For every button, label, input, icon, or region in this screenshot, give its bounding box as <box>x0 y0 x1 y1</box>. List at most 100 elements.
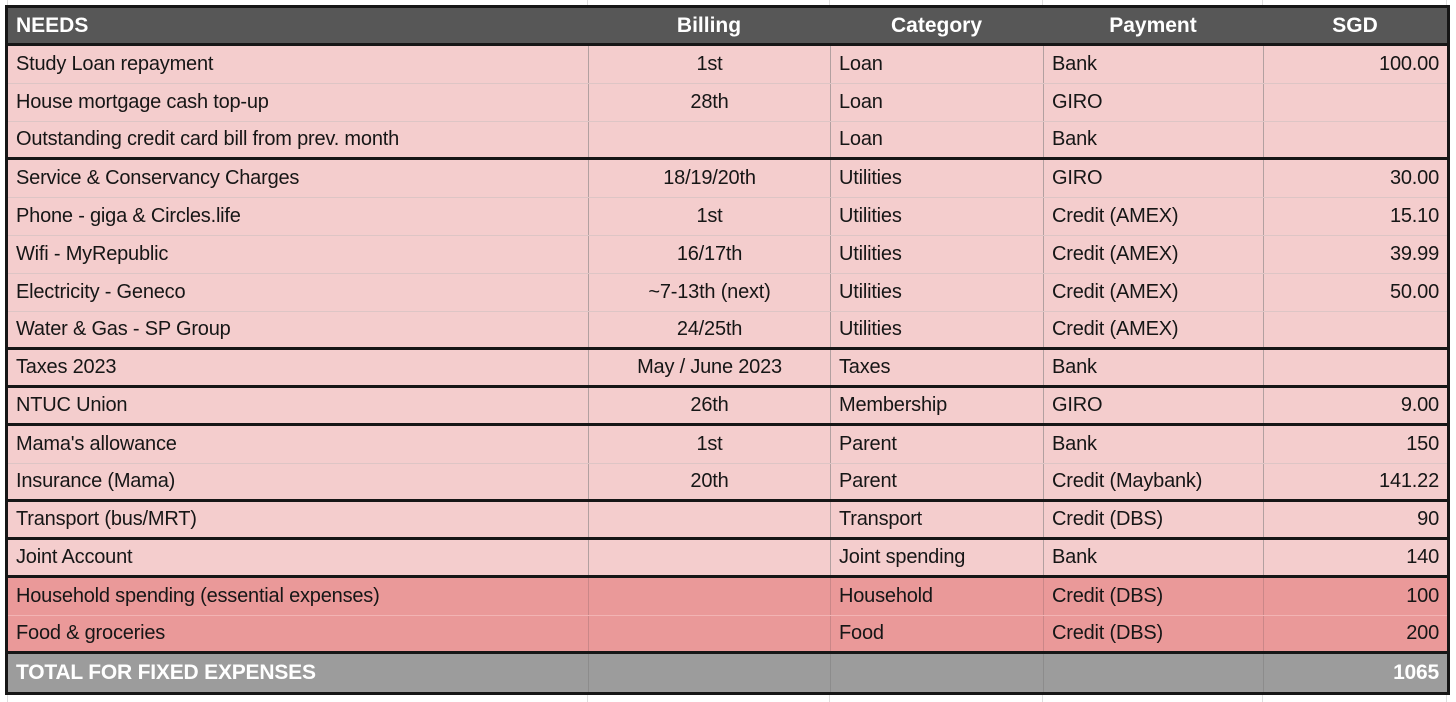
cell-sgd[interactable] <box>1263 84 1447 121</box>
cell-needs[interactable]: House mortgage cash top-up <box>16 91 269 113</box>
cell-payment[interactable]: Bank <box>1043 350 1263 385</box>
cell-payment[interactable]: GIRO <box>1043 84 1263 121</box>
cell-payment[interactable]: Credit (Maybank) <box>1043 464 1263 499</box>
cell-needs[interactable]: Transport (bus/MRT) <box>16 508 197 530</box>
cell-category[interactable]: Taxes <box>830 350 1043 385</box>
cell-category[interactable]: Food <box>830 616 1043 651</box>
header-cell-billing[interactable]: Billing <box>676 13 742 37</box>
cell-category[interactable]: Loan <box>830 84 1043 121</box>
table-row: NTUC Union 26th Membership GIRO 9.00 <box>8 388 1447 426</box>
cell-billing[interactable] <box>588 616 830 651</box>
cell-billing[interactable]: 20th <box>588 464 830 499</box>
cell-payment[interactable]: Credit (AMEX) <box>1043 198 1263 235</box>
cell-billing[interactable]: 26th <box>588 388 830 423</box>
cell-payment[interactable]: Credit (DBS) <box>1043 616 1263 651</box>
cell-billing[interactable]: 1st <box>588 46 830 83</box>
cell-needs[interactable]: Electricity - Geneco <box>16 281 186 303</box>
table-row: Transport (bus/MRT) Transport Credit (DBS)… <box>8 502 1447 540</box>
cell-category[interactable]: Loan <box>830 46 1043 83</box>
cell-category[interactable]: Membership <box>830 388 1043 423</box>
cell-sgd[interactable]: 39.99 <box>1263 236 1447 273</box>
cell-billing[interactable]: May / June 2023 <box>588 350 830 385</box>
cell-needs[interactable]: Wifi - MyRepublic <box>16 243 169 265</box>
cell-needs[interactable]: Taxes 2023 <box>16 356 117 378</box>
header-row: NEEDS Billing Category Payment SGD <box>8 8 1447 46</box>
cell-sgd[interactable] <box>1263 122 1447 157</box>
cell-category[interactable]: Utilities <box>830 236 1043 273</box>
cell-sgd[interactable]: 100 <box>1263 578 1447 615</box>
cell-sgd[interactable]: 200 <box>1263 616 1447 651</box>
cell-needs[interactable]: Food & groceries <box>16 622 166 644</box>
cell-billing[interactable]: 1st <box>588 426 830 463</box>
cell-sgd[interactable]: 30.00 <box>1263 160 1447 197</box>
header-cell-category[interactable]: Category <box>890 13 983 37</box>
cell-needs[interactable]: Study Loan repayment <box>16 53 214 75</box>
cell-billing[interactable]: 1st <box>588 198 830 235</box>
cell-needs[interactable]: Phone - giga & Circles.life <box>16 205 241 227</box>
cell-sgd[interactable]: 9.00 <box>1263 388 1447 423</box>
cell-needs[interactable]: Service & Conservancy Charges <box>16 167 300 189</box>
cell-category[interactable]: Parent <box>830 464 1043 499</box>
cell-billing[interactable] <box>588 540 830 575</box>
cell-payment[interactable]: Credit (DBS) <box>1043 502 1263 537</box>
cell-sgd[interactable]: 150 <box>1263 426 1447 463</box>
cell-payment[interactable]: Bank <box>1043 122 1263 157</box>
cell-sgd[interactable]: 90 <box>1263 502 1447 537</box>
cell-needs[interactable]: Water & Gas - SP Group <box>16 318 231 340</box>
cell-category[interactable]: Parent <box>830 426 1043 463</box>
cell-sgd[interactable]: 50.00 <box>1263 274 1447 311</box>
cell-payment[interactable]: Credit (DBS) <box>1043 578 1263 615</box>
table-row: Food & groceries Food Credit (DBS) 200 <box>8 616 1447 654</box>
cell-category[interactable]: Transport <box>830 502 1043 537</box>
cell-sgd[interactable] <box>1263 350 1447 385</box>
cell-sgd[interactable]: 140 <box>1263 540 1447 575</box>
cell-sgd[interactable] <box>1263 312 1447 347</box>
cell-billing[interactable] <box>588 502 830 537</box>
cell-needs[interactable]: NTUC Union <box>16 394 128 416</box>
cell-billing[interactable] <box>588 122 830 157</box>
total-cell-payment[interactable] <box>1043 654 1263 692</box>
total-cell-sgd[interactable]: 1065 <box>1263 654 1447 692</box>
cell-category[interactable]: Utilities <box>830 160 1043 197</box>
total-cell-category[interactable] <box>830 654 1043 692</box>
fixed-expenses-table: NEEDS Billing Category Payment SGD Study Loa… <box>5 5 1450 695</box>
total-row: TOTAL FOR FIXED EXPENSES 1065 <box>8 654 1447 692</box>
cell-sgd[interactable]: 15.10 <box>1263 198 1447 235</box>
table-row: Taxes 2023 May / June 2023 Taxes Bank <box>8 350 1447 388</box>
cell-payment[interactable]: GIRO <box>1043 388 1263 423</box>
header-cell-payment[interactable]: Payment <box>1109 13 1197 37</box>
table-row: Phone - giga & Circles.life 1st Utilities C… <box>8 198 1447 236</box>
header-cell-needs[interactable]: NEEDS <box>16 13 89 37</box>
table-row: Study Loan repayment 1st Loan Bank 100.00 <box>8 46 1447 84</box>
cell-payment[interactable]: Credit (AMEX) <box>1043 236 1263 273</box>
cell-payment[interactable]: Bank <box>1043 426 1263 463</box>
cell-category[interactable]: Joint spending <box>830 540 1043 575</box>
cell-needs[interactable]: Household spending (essential expenses) <box>16 585 380 607</box>
cell-needs[interactable]: Outstanding credit card bill from prev. … <box>16 128 400 150</box>
cell-billing[interactable] <box>588 578 830 615</box>
cell-billing[interactable]: 24/25th <box>588 312 830 347</box>
cell-payment[interactable]: Credit (AMEX) <box>1043 312 1263 347</box>
cell-category[interactable]: Utilities <box>830 274 1043 311</box>
cell-category[interactable]: Loan <box>830 122 1043 157</box>
cell-payment[interactable]: Credit (AMEX) <box>1043 274 1263 311</box>
cell-billing[interactable]: ~7-13th (next) <box>588 274 830 311</box>
cell-needs[interactable]: Joint Account <box>16 546 133 568</box>
cell-payment[interactable]: GIRO <box>1043 160 1263 197</box>
cell-billing[interactable]: 16/17th <box>588 236 830 273</box>
cell-needs[interactable]: Mama's allowance <box>16 433 177 455</box>
total-cell-needs[interactable]: TOTAL FOR FIXED EXPENSES <box>16 661 316 684</box>
cell-sgd[interactable]: 100.00 <box>1263 46 1447 83</box>
cell-billing[interactable]: 18/19/20th <box>588 160 830 197</box>
cell-category[interactable]: Utilities <box>830 198 1043 235</box>
total-cell-billing[interactable] <box>588 654 830 692</box>
cell-billing[interactable]: 28th <box>588 84 830 121</box>
cell-category[interactable]: Utilities <box>830 312 1043 347</box>
cell-needs[interactable]: Insurance (Mama) <box>16 470 176 492</box>
cell-sgd[interactable]: 141.22 <box>1263 464 1447 499</box>
cell-payment[interactable]: Bank <box>1043 540 1263 575</box>
header-cell-sgd[interactable]: SGD <box>1332 13 1378 37</box>
cell-category[interactable]: Household <box>830 578 1043 615</box>
cell-payment[interactable]: Bank <box>1043 46 1263 83</box>
